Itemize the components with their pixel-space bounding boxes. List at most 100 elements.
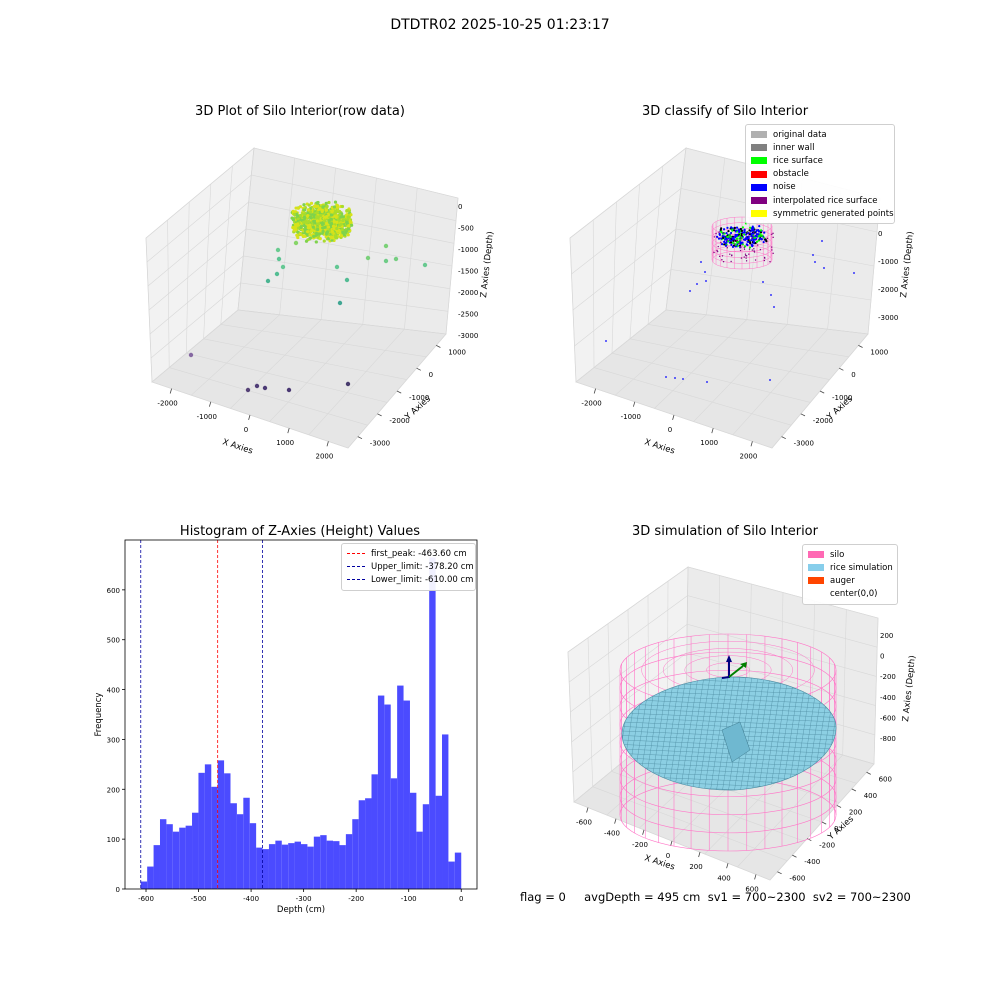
data-point [341, 218, 345, 223]
z-axis-tick-label: 200 [880, 632, 893, 640]
data-point [706, 381, 708, 383]
data-point [745, 257, 747, 259]
data-point [737, 228, 741, 231]
data-point [725, 231, 728, 235]
grid-line [220, 324, 427, 358]
data-point [304, 239, 309, 243]
data-point [298, 232, 302, 236]
legend-item-upper-limit: Upper_limit: -378.20 cm [347, 560, 474, 573]
data-point [713, 251, 715, 254]
data-point [329, 222, 334, 226]
data-point [340, 228, 344, 232]
data-point [306, 214, 310, 218]
data-point [315, 201, 319, 205]
data-point [741, 226, 744, 229]
data-point [665, 376, 667, 378]
data-point [332, 205, 337, 209]
grid-line [647, 324, 849, 358]
data-point [715, 232, 717, 235]
z-axis-label: Z Axies (Depth) [899, 231, 916, 298]
data-point [293, 226, 297, 230]
grid-line [587, 637, 593, 787]
data-point [731, 254, 733, 257]
legend-item-obstacle: obstacle [751, 168, 889, 181]
data-point [770, 294, 772, 296]
data-point [315, 210, 320, 215]
auger-y-head [740, 662, 747, 668]
y-axis-tick-label: -3000 [794, 440, 814, 448]
data-point [306, 230, 310, 234]
data-point [349, 213, 353, 217]
plot-frame [124, 539, 478, 890]
data-point [718, 255, 721, 258]
z-axis-label: Z Axies (Depth) [901, 655, 918, 722]
data-point [333, 214, 337, 218]
panel4-title: 3D simulation of Silo Interior [632, 524, 818, 539]
data-point [759, 233, 762, 236]
data-point [339, 215, 343, 219]
x-axis-tick-label: -2000 [581, 400, 601, 408]
x-axis-tick [209, 401, 212, 407]
data-point [748, 246, 752, 249]
histogram-bar [166, 824, 173, 889]
data-point [771, 233, 773, 236]
data-point [329, 213, 334, 217]
data-point [743, 233, 746, 236]
histogram-bar [211, 786, 218, 889]
z-axis-tick-label: -600 [880, 714, 896, 722]
histogram-bar [204, 764, 212, 889]
data-point [759, 248, 762, 251]
data-point [276, 256, 282, 262]
data-point [726, 239, 729, 241]
histogram-bar [159, 819, 167, 889]
data-point [331, 224, 336, 228]
data-point [729, 235, 731, 237]
y-axis-tick-label: 400 [864, 792, 877, 800]
y-axis-tick [357, 436, 363, 440]
histogram-bar [339, 845, 346, 889]
z-axis-tick-label: -1000 [458, 246, 478, 254]
histogram-bar [288, 843, 295, 889]
data-point [743, 231, 746, 234]
grid-line [203, 338, 407, 380]
data-point [723, 243, 726, 246]
data-point [763, 231, 766, 234]
z-axis-tick-label: -2000 [458, 289, 478, 297]
x-tick-label: -100 [401, 895, 417, 903]
y-axis-tick [866, 771, 871, 775]
data-point [302, 203, 306, 207]
x-axis-tick-label: 1000 [700, 439, 718, 447]
data-point [674, 377, 676, 379]
grid-line [873, 617, 879, 765]
histogram-bar [301, 844, 308, 889]
histogram-bar [403, 700, 410, 889]
data-point [726, 226, 729, 229]
data-point [682, 378, 684, 380]
data-point [335, 220, 339, 224]
z-axis-label: Z Axies (Depth) [479, 231, 496, 298]
data-point [335, 205, 340, 209]
data-point [330, 238, 334, 242]
y-axis-tick-label: 1000 [870, 348, 888, 356]
histogram-bar [268, 844, 276, 889]
data-point [302, 208, 306, 212]
data-point [741, 241, 744, 244]
y-axis-tick-label: -3000 [370, 440, 390, 448]
grid-line [190, 314, 280, 396]
data-point [821, 240, 823, 242]
data-point [745, 237, 748, 240]
data-point [299, 213, 303, 218]
x-axis-tick-label: 0 [244, 426, 248, 434]
y-axis-tick [819, 390, 825, 394]
y-tick-label: 200 [107, 786, 120, 794]
data-point [318, 207, 322, 211]
data-point [769, 261, 771, 263]
grid-line [732, 328, 828, 436]
y-tick-label: 300 [107, 736, 120, 744]
histogram-bar [429, 557, 436, 889]
z-axis-tick-label: -500 [458, 225, 474, 233]
z-axis-tick-label: 0 [878, 230, 882, 238]
data-point [717, 245, 719, 248]
data-point [749, 242, 752, 245]
data-point [750, 234, 753, 237]
